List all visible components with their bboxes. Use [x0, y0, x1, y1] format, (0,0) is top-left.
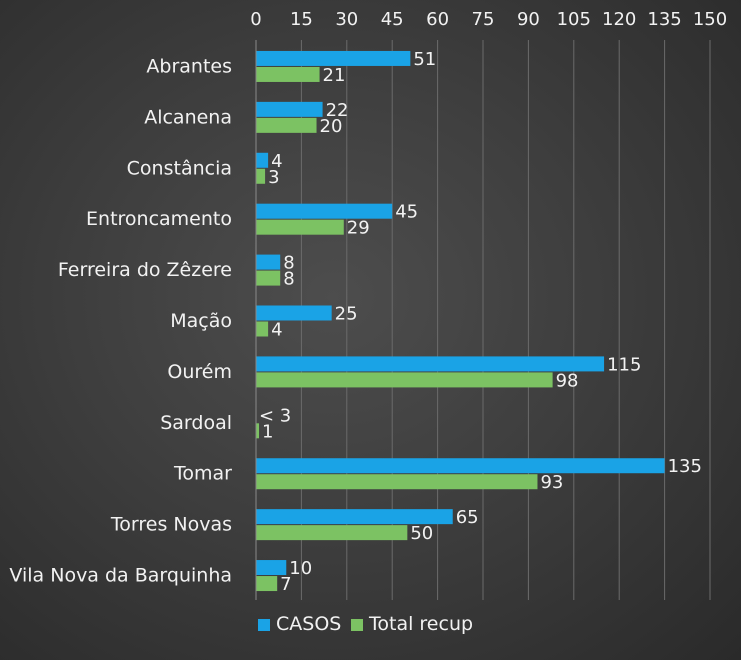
data-label: 93 — [540, 472, 563, 493]
legend-swatch — [351, 619, 363, 631]
bar-total-recup — [256, 423, 260, 439]
data-label: 50 — [410, 523, 433, 544]
legend-label: CASOS — [276, 613, 341, 635]
category-label: Ourém — [167, 361, 232, 383]
data-label: 1 — [262, 421, 273, 442]
category-label: Entroncamento — [86, 208, 232, 230]
data-label: 45 — [395, 202, 418, 223]
data-label: 29 — [347, 218, 370, 239]
x-tick-label: 0 — [250, 9, 261, 30]
data-label: 7 — [280, 574, 291, 595]
bar-total-recup — [256, 168, 266, 184]
bar-total-recup — [256, 66, 320, 82]
data-label: 51 — [413, 49, 436, 70]
bar-total-recup — [256, 270, 281, 286]
data-label: 20 — [320, 116, 343, 137]
x-axis-ticks: 0 15 30 45 60 75 90 105 120 135 150 — [250, 9, 727, 30]
category-label: Vila Nova da Barquinha — [9, 565, 232, 587]
bar-casos — [256, 305, 332, 321]
x-tick-label: 135 — [647, 9, 681, 30]
category-label: Mação — [170, 310, 232, 332]
x-tick-label: 120 — [602, 9, 636, 30]
bar-total-recup — [256, 372, 553, 388]
category-label: Torres Novas — [110, 514, 232, 536]
x-tick-label: 60 — [426, 9, 449, 30]
bars — [256, 50, 665, 592]
bar-total-recup — [256, 321, 269, 337]
x-tick-label: 30 — [335, 9, 358, 30]
category-label: Abrantes — [146, 55, 232, 77]
category-label: Tomar — [173, 463, 232, 485]
x-tick-label: 150 — [693, 9, 727, 30]
data-label: 4 — [271, 320, 282, 341]
x-tick-label: 15 — [290, 9, 313, 30]
legend: CASOS Total recup — [258, 613, 473, 635]
bar-casos — [256, 356, 605, 372]
bar-casos — [256, 101, 323, 117]
x-tick-label: 75 — [472, 9, 495, 30]
data-label: < 3 — [259, 405, 291, 426]
bar-total-recup — [256, 219, 344, 235]
category-label: Alcanena — [144, 106, 232, 128]
legend-swatch — [258, 619, 270, 631]
bar-casos — [256, 560, 287, 576]
data-label: 115 — [607, 354, 641, 375]
bar-total-recup — [256, 117, 317, 133]
category-label: Sardoal — [160, 412, 232, 434]
data-label: 3 — [268, 167, 279, 188]
data-label: 25 — [335, 304, 358, 325]
bar-total-recup — [256, 525, 408, 541]
category-label: Ferreira do Zêzere — [58, 259, 232, 281]
data-label: 98 — [556, 370, 579, 391]
data-label: 4 — [271, 151, 282, 172]
data-label: 65 — [456, 507, 479, 528]
bar-casos — [256, 203, 393, 219]
bar-casos — [256, 509, 453, 525]
data-label: 22 — [326, 100, 349, 121]
bar-total-recup — [256, 474, 538, 490]
data-label: 135 — [668, 456, 702, 477]
bar-casos — [256, 458, 665, 474]
bar-total-recup — [256, 576, 278, 592]
x-tick-label: 90 — [517, 9, 540, 30]
gridlines — [300, 40, 711, 600]
bar-casos — [256, 152, 269, 168]
data-label: 8 — [283, 253, 294, 274]
category-labels: Abrantes Alcanena Constância Entroncamento F… — [9, 55, 232, 586]
category-label: Constância — [127, 157, 232, 179]
bar-casos — [256, 254, 281, 270]
x-tick-label: 105 — [557, 9, 591, 30]
data-label: 8 — [283, 269, 294, 290]
legend-label: Total recup — [368, 613, 473, 635]
x-tick-label: 45 — [381, 9, 404, 30]
bar-casos — [256, 50, 411, 66]
data-label: 21 — [323, 65, 346, 86]
data-label: 10 — [289, 558, 312, 579]
